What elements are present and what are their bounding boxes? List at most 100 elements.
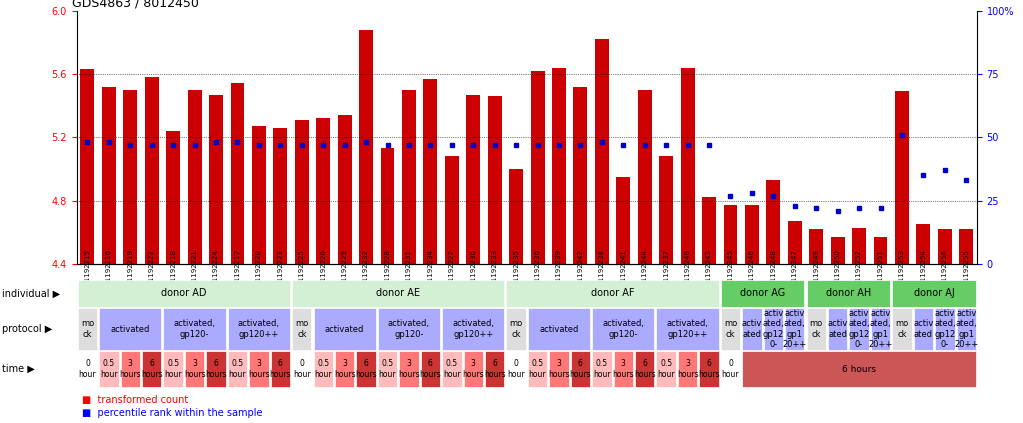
Text: 0.5
hour: 0.5 hour xyxy=(593,360,611,379)
Text: GSM1192231: GSM1192231 xyxy=(406,249,412,296)
Text: 0.5
hour: 0.5 hour xyxy=(314,360,332,379)
Text: 6
hours: 6 hours xyxy=(419,360,441,379)
Text: activated,
gp120++: activated, gp120++ xyxy=(452,319,494,339)
Bar xyxy=(723,205,738,264)
Text: donor AE: donor AE xyxy=(376,288,420,298)
Text: GSM1192225: GSM1192225 xyxy=(299,249,305,296)
Text: 3
hours: 3 hours xyxy=(120,360,141,379)
Text: activ
ated,
gp12
0-: activ ated, gp12 0- xyxy=(848,309,870,349)
Bar xyxy=(102,87,116,264)
Bar xyxy=(938,229,951,264)
Bar xyxy=(874,237,888,264)
Bar xyxy=(252,126,266,264)
Bar xyxy=(273,128,287,264)
Text: GSM1192221: GSM1192221 xyxy=(191,249,197,296)
Text: mo
ck: mo ck xyxy=(895,319,908,339)
Text: 3
hours: 3 hours xyxy=(184,360,206,379)
Bar xyxy=(445,156,458,264)
Bar xyxy=(230,83,244,264)
Text: GSM1192252: GSM1192252 xyxy=(856,249,862,296)
Text: GSM1192244: GSM1192244 xyxy=(641,249,648,296)
Bar xyxy=(895,91,908,264)
Text: GSM1192241: GSM1192241 xyxy=(620,249,626,296)
Text: 3
hours: 3 hours xyxy=(249,360,270,379)
Text: 6
hours: 6 hours xyxy=(484,360,505,379)
Bar xyxy=(960,229,973,264)
Text: 6
hours: 6 hours xyxy=(141,360,163,379)
Bar xyxy=(809,229,824,264)
Text: 0
hour: 0 hour xyxy=(293,360,311,379)
Text: activated,
gp120++: activated, gp120++ xyxy=(667,319,709,339)
Text: GSM1192239: GSM1192239 xyxy=(555,249,562,296)
Text: GSM1192218: GSM1192218 xyxy=(170,249,176,296)
Text: activated,
gp120-: activated, gp120- xyxy=(603,319,644,339)
Text: GSM1192251: GSM1192251 xyxy=(878,249,884,296)
Text: GSM1192254: GSM1192254 xyxy=(921,249,927,296)
Text: GSM1192228: GSM1192228 xyxy=(385,249,391,296)
Text: 0.5
hour: 0.5 hour xyxy=(379,360,396,379)
Text: activated: activated xyxy=(325,324,364,334)
Text: activ
ated,
gp12
0-: activ ated, gp12 0- xyxy=(762,309,785,349)
Text: activated,
gp120++: activated, gp120++ xyxy=(238,319,280,339)
Text: mo
ck: mo ck xyxy=(296,319,308,339)
Text: GSM1192223: GSM1192223 xyxy=(277,249,283,296)
Bar xyxy=(381,148,395,264)
Text: mo
ck: mo ck xyxy=(509,319,523,339)
Text: 3
hours: 3 hours xyxy=(613,360,634,379)
Text: GSM1192236: GSM1192236 xyxy=(535,249,540,296)
Text: GSM1192248: GSM1192248 xyxy=(770,249,776,296)
Text: GSM1192237: GSM1192237 xyxy=(663,249,669,296)
Bar xyxy=(595,39,609,264)
Text: 3
hours: 3 hours xyxy=(548,360,570,379)
Bar xyxy=(338,115,352,264)
Text: GSM1192233: GSM1192233 xyxy=(492,249,498,296)
Text: 6
hours: 6 hours xyxy=(355,360,376,379)
Bar xyxy=(766,180,781,264)
Bar xyxy=(402,90,416,264)
Text: donor AD: donor AD xyxy=(162,288,207,298)
Text: GSM1192216: GSM1192216 xyxy=(105,249,112,296)
Text: activ
ated,
gp1
20++: activ ated, gp1 20++ xyxy=(869,309,893,349)
Text: GSM1192240: GSM1192240 xyxy=(684,249,691,296)
Text: activ
ated,
gp1
20++: activ ated, gp1 20++ xyxy=(954,309,978,349)
Text: GSM1192247: GSM1192247 xyxy=(792,249,798,296)
Text: GSM1192246: GSM1192246 xyxy=(749,249,755,296)
Bar xyxy=(680,68,695,264)
Text: activated: activated xyxy=(539,324,579,334)
Text: GSM1192227: GSM1192227 xyxy=(449,249,455,296)
Text: GSM1192234: GSM1192234 xyxy=(428,249,434,296)
Bar xyxy=(831,237,845,264)
Bar xyxy=(574,87,587,264)
Text: GSM1192238: GSM1192238 xyxy=(598,249,605,296)
Text: 3
hours: 3 hours xyxy=(333,360,355,379)
Text: 6
hours: 6 hours xyxy=(699,360,720,379)
Bar xyxy=(187,90,202,264)
Text: 0.5
hour: 0.5 hour xyxy=(100,360,118,379)
Text: 0.5
hour: 0.5 hour xyxy=(165,360,182,379)
Text: 0.5
hour: 0.5 hour xyxy=(443,360,460,379)
Text: GSM1192226: GSM1192226 xyxy=(320,249,326,296)
Text: 6
hours: 6 hours xyxy=(206,360,227,379)
Bar xyxy=(745,205,759,264)
Bar xyxy=(124,90,137,264)
Text: donor AF: donor AF xyxy=(591,288,634,298)
Text: GSM1192245: GSM1192245 xyxy=(727,249,733,296)
Text: activ
ated,
gp1
20++: activ ated, gp1 20++ xyxy=(783,309,807,349)
Text: 0.5
hour: 0.5 hour xyxy=(229,360,247,379)
Text: 3
hours: 3 hours xyxy=(462,360,484,379)
Text: GSM1192256: GSM1192256 xyxy=(942,249,948,296)
Text: 0.5
hour: 0.5 hour xyxy=(658,360,675,379)
Text: 0
hour: 0 hour xyxy=(721,360,740,379)
Text: ■  percentile rank within the sample: ■ percentile rank within the sample xyxy=(82,408,262,418)
Text: activ
ated: activ ated xyxy=(828,319,848,339)
Bar xyxy=(295,120,309,264)
Text: mo
ck: mo ck xyxy=(81,319,94,339)
Text: activ
ated: activ ated xyxy=(914,319,934,339)
Bar xyxy=(637,90,652,264)
Text: 6 hours: 6 hours xyxy=(842,365,876,374)
Text: GSM1192229: GSM1192229 xyxy=(342,249,348,296)
Bar xyxy=(852,228,866,264)
Text: GSM1192242: GSM1192242 xyxy=(577,249,583,296)
Text: 6
hours: 6 hours xyxy=(570,360,591,379)
Text: donor AH: donor AH xyxy=(826,288,871,298)
